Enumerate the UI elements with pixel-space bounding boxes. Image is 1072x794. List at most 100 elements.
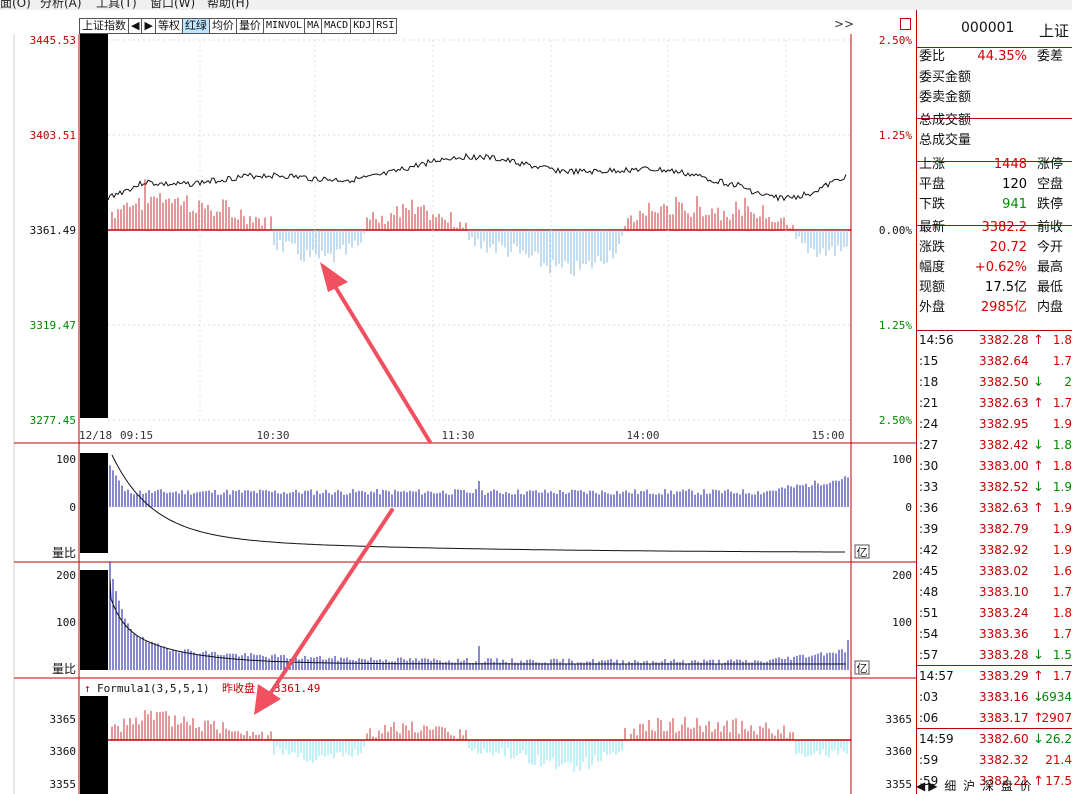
quote-value: 120 (1002, 177, 1027, 192)
tick-price: 3382.32 (979, 753, 1029, 767)
quote-value: 44.35% (977, 49, 1027, 64)
tick-time: :21 (919, 396, 939, 410)
pct-axis-label: 2.50% (879, 414, 912, 427)
menu-bar: 面(O) 分析(A) 工具(T) 窗口(W) 帮助(H) (0, 0, 1072, 10)
toolbar-button[interactable]: KDJ (351, 19, 375, 33)
quote-row: 涨跌 20.72 今开 (917, 238, 1072, 258)
panel-toggle-icon[interactable] (900, 18, 911, 30)
tick-time: :54 (919, 627, 939, 641)
arrow-down-icon: ↓ (1033, 375, 1044, 390)
toolbar-button[interactable]: MINVOL (264, 19, 306, 33)
divider (917, 47, 1072, 48)
tab-shenzhen[interactable]: 深 (981, 779, 994, 793)
toolbar-button[interactable]: RSI (376, 20, 395, 31)
tick-volume: 1.7 (1052, 396, 1072, 410)
unit-label: 亿 (857, 546, 868, 559)
tick-volume: 26.2 (1045, 732, 1072, 746)
quote-row: 外盘 2985亿 内盘 (917, 298, 1072, 318)
annotation-arrow (254, 508, 394, 715)
formula-name: Formula1(3,5,5,1) (97, 682, 210, 695)
formula-axis-label: 3355 (886, 778, 913, 791)
toolbar-button[interactable]: 上证指数 (80, 19, 129, 33)
quote-value: 2985亿 (980, 300, 1027, 315)
arrow-up-icon: ↑ (1033, 396, 1044, 411)
tick-volume: 1.9 (1052, 522, 1072, 536)
tick-row: :57 3383.28 ↓ 1.5 (917, 645, 1072, 666)
tick-volume: 17.5 (1045, 774, 1072, 788)
tick-time: :45 (919, 564, 939, 578)
toolbar-button[interactable]: ▶ (142, 19, 156, 33)
tick-price: 3383.28 (979, 648, 1029, 662)
pct-axis-label: 0.00% (879, 224, 912, 237)
tick-row: :45 3383.02 1.6 (917, 561, 1072, 582)
tick-price: 3383.00 (979, 459, 1029, 473)
toolbar-button[interactable]: MA (305, 19, 323, 33)
formula-axis-label: 3355 (50, 778, 77, 791)
arrow-up-icon: ↑ (1033, 774, 1044, 789)
quote-side-label: 前收 (1037, 220, 1064, 235)
quote-label: 下跌 (919, 197, 946, 212)
tick-price: 3383.24 (979, 606, 1029, 620)
tick-volume: 1.7 (1052, 669, 1072, 683)
tick-row: :15 3382.64 1.7 (917, 351, 1072, 372)
unit-box (854, 544, 870, 559)
menu-item[interactable]: 帮助(H) (207, 0, 250, 10)
tick-price: 3382.95 (979, 417, 1029, 431)
tick-volume: 1.7 (1052, 627, 1072, 641)
quote-side-label: 内盘 (1037, 300, 1064, 315)
exchange-name: 上证 (1039, 22, 1070, 40)
tick-time: :42 (919, 543, 939, 557)
time-axis-label: 12/18 (79, 429, 112, 442)
tab-detail[interactable]: 细 (944, 779, 957, 793)
tick-volume: 21.4 (1045, 753, 1072, 767)
tick-volume: 1.9 (1052, 417, 1072, 431)
up-arrow-icon: ↑ (84, 682, 91, 695)
arrow-up-icon: ↑ (1033, 459, 1044, 474)
quote-row: 总成交额 (917, 111, 1072, 131)
annotation-arrow-shaft (264, 508, 394, 702)
quote-panel: 000001 上证 委比 44.35% 委差 委买金额 委卖金额 总成交额 总成交量 上涨 14… (916, 10, 1072, 794)
quote-side-label: 委差 (1037, 49, 1064, 64)
tick-volume: 2907 (1041, 711, 1072, 725)
quote-row: 下跌 941 跌停 (917, 195, 1072, 215)
tab-board[interactable]: 盘 (1000, 779, 1013, 793)
tick-time: :15 (919, 354, 939, 368)
quote-value: +0.62% (974, 260, 1027, 275)
toolbar-button[interactable]: 量价 (237, 19, 264, 33)
tick-price: 3382.60 (979, 732, 1029, 746)
tick-volume: 1.8 (1052, 438, 1072, 452)
prev-icon[interactable]: ◀ (916, 779, 926, 793)
price-axis-label: 3445.53 (30, 34, 76, 47)
tick-price: 3382.92 (979, 543, 1029, 557)
bottom-tabs: ◀ ▶ 细 沪 深 盘 价 (916, 779, 1072, 794)
prev-close-label: 昨收盘 (222, 681, 255, 695)
tick-row: :30 3383.00 ↑ 1.8 (917, 456, 1072, 477)
toolbar-button[interactable]: 均价 (210, 19, 237, 33)
arrow-up-icon: ↑ (1033, 333, 1044, 348)
tick-time: 14:56 (919, 333, 954, 347)
menu-item[interactable]: 面(O) (0, 0, 31, 10)
toolbar-button[interactable]: 等权 (156, 19, 183, 33)
intraday-chart[interactable]: 3445.53 2.50% 3403.51 1.25% 3361.49 0.00% 3319… (0, 10, 916, 794)
tab-price[interactable]: 价 (1019, 779, 1032, 793)
tick-price: 3382.42 (979, 438, 1029, 452)
next-icon[interactable]: ▶ (928, 779, 938, 793)
menu-item[interactable]: 工具(T) (96, 0, 137, 10)
tick-price: 3382.50 (979, 375, 1029, 389)
pct-axis-label: 1.25% (879, 319, 912, 332)
quote-row: 幅度 +0.62% 最高 (917, 258, 1072, 278)
tick-time: :57 (919, 648, 939, 662)
toolbar-button[interactable]: MACD (322, 19, 352, 33)
time-axis-label: 09:15 (120, 429, 153, 442)
quote-label: 委比 (919, 49, 946, 64)
toolbar-button[interactable]: 红绿 (182, 19, 210, 33)
menu-item[interactable]: 窗口(W) (150, 0, 196, 10)
menu-item[interactable]: 分析(A) (40, 0, 82, 10)
tab-shanghai[interactable]: 沪 (963, 779, 976, 793)
tick-price: 3382.52 (979, 480, 1029, 494)
expand-button[interactable]: >> (834, 17, 855, 31)
tick-price: 3382.21 (979, 774, 1029, 788)
annotation-arrow-head (320, 262, 348, 292)
tick-time: :30 (919, 459, 939, 473)
toolbar-button[interactable]: ◀ (129, 19, 143, 33)
